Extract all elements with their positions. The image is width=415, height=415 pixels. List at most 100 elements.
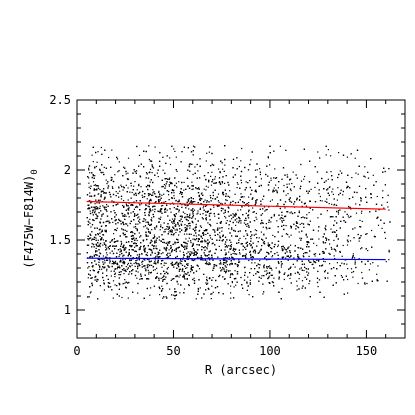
scatter-point — [287, 248, 289, 250]
scatter-point — [198, 234, 200, 236]
scatter-point — [186, 263, 188, 265]
scatter-point — [168, 184, 170, 186]
scatter-point — [206, 263, 208, 265]
scatter-point — [97, 234, 99, 236]
scatter-point — [131, 241, 133, 243]
scatter-point — [183, 277, 185, 279]
scatter-point — [221, 182, 224, 184]
scatter-point — [300, 163, 302, 166]
scatter-point — [296, 285, 298, 287]
scatter-point — [196, 163, 198, 166]
scatter-point — [208, 151, 210, 153]
scatter-point — [173, 266, 175, 268]
scatter-point — [184, 265, 186, 267]
scatter-point — [195, 251, 197, 253]
scatter-point — [171, 251, 173, 253]
scatter-point — [285, 225, 287, 227]
scatter-point — [265, 255, 267, 257]
scatter-point — [328, 203, 330, 205]
scatter-point — [246, 281, 248, 283]
scatter-point — [212, 204, 215, 206]
scatter-point — [358, 240, 360, 242]
scatter-point — [155, 201, 157, 203]
scatter-point — [154, 261, 156, 263]
scatter-point — [123, 200, 125, 202]
scatter-point — [307, 223, 309, 225]
scatter-point — [95, 206, 97, 208]
scatter-point — [240, 209, 242, 211]
scatter-point — [123, 268, 125, 270]
scatter-point — [226, 257, 228, 259]
scatter-point — [281, 214, 283, 216]
scatter-point — [155, 255, 157, 258]
scatter-point — [317, 217, 319, 219]
scatter-point — [238, 242, 240, 244]
scatter-point — [224, 265, 226, 267]
scatter-point — [183, 181, 185, 183]
scatter-point — [218, 205, 220, 207]
scatter-point — [284, 207, 286, 209]
scatter-point — [222, 194, 225, 196]
scatter-point — [103, 258, 105, 260]
scatter-point — [151, 166, 154, 168]
scatter-point — [331, 191, 333, 193]
scatter-point — [186, 252, 188, 255]
scatter-point — [301, 222, 303, 224]
scatter-point — [238, 222, 240, 224]
scatter-point — [191, 201, 193, 203]
scatter-point — [181, 206, 183, 208]
scatter-point — [99, 189, 101, 191]
scatter-point — [332, 216, 334, 218]
scatter-point — [308, 283, 310, 285]
scatter-point — [210, 175, 212, 177]
scatter-point — [138, 184, 140, 187]
scatter-point — [171, 249, 173, 251]
scatter-point — [155, 247, 157, 249]
scatter-point — [280, 261, 282, 263]
scatter-point — [92, 175, 95, 177]
scatter-point — [288, 246, 290, 248]
scatter-point — [118, 255, 120, 257]
scatter-point — [162, 156, 164, 158]
scatter-point — [250, 268, 252, 270]
scatter-point — [215, 264, 217, 266]
scatter-point — [235, 213, 237, 216]
scatter-point — [236, 182, 238, 184]
scatter-point — [161, 285, 163, 287]
scatter-point — [99, 235, 101, 237]
scatter-point — [283, 184, 285, 187]
scatter-point — [355, 212, 358, 214]
scatter-point — [171, 294, 173, 296]
scatter-point — [352, 276, 354, 278]
scatter-point — [277, 245, 279, 248]
scatter-point — [140, 186, 142, 188]
scatter-point — [181, 229, 183, 231]
scatter-point — [146, 258, 149, 260]
scatter-point — [247, 169, 250, 171]
scatter-point — [123, 187, 125, 189]
scatter-point — [105, 221, 107, 223]
scatter-point — [89, 286, 91, 288]
scatter-point — [360, 248, 362, 250]
scatter-point — [190, 209, 192, 211]
scatter-point — [342, 216, 344, 218]
scatter-point — [361, 277, 364, 279]
scatter-point — [245, 212, 247, 214]
scatter-point — [178, 276, 180, 278]
scatter-point — [259, 168, 261, 170]
scatter-point — [256, 237, 258, 239]
scatter-point — [219, 182, 221, 184]
scatter-point — [171, 229, 173, 231]
scatter-point — [224, 215, 226, 218]
scatter-point — [254, 252, 256, 254]
scatter-point — [174, 288, 176, 290]
scatter-point — [281, 287, 283, 290]
scatter-point — [230, 297, 232, 299]
scatter-point — [91, 277, 93, 279]
scatter-point — [364, 176, 366, 178]
scatter-point — [236, 221, 238, 223]
scatter-point — [164, 231, 166, 233]
scatter-point — [301, 280, 304, 282]
scatter-point — [183, 288, 186, 290]
scatter-point — [160, 208, 162, 210]
